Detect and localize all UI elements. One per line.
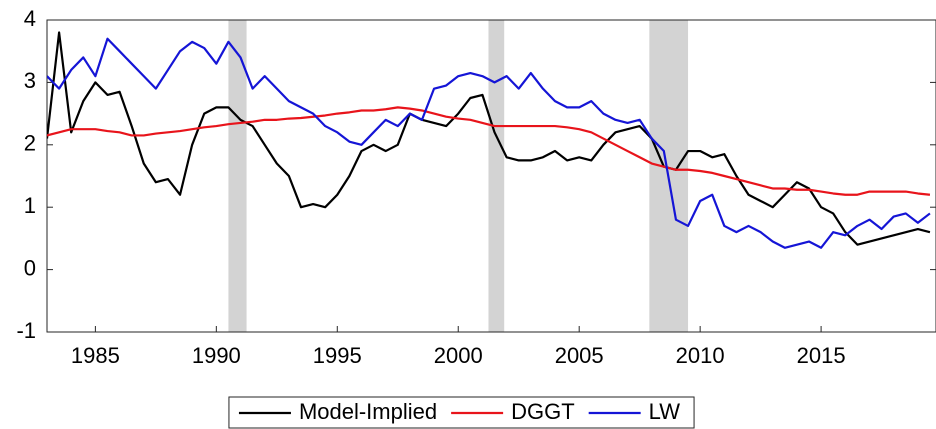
x-tick-label: 1990: [192, 343, 241, 368]
series-line: [47, 106, 931, 196]
plot-frame: [46, 19, 936, 333]
x-tick-label: 2015: [797, 343, 846, 368]
y-tick-label: 4: [24, 6, 36, 31]
y-tick-label: 3: [24, 68, 36, 93]
legend-label: DGGT: [511, 399, 575, 424]
x-tick-label: 1985: [71, 343, 120, 368]
recession-band: [488, 20, 505, 332]
recession-band: [228, 20, 247, 332]
legend-label: Model-Implied: [299, 399, 437, 424]
y-tick-label: 1: [24, 193, 36, 218]
legend-label: LW: [649, 399, 681, 424]
y-tick-label: -1: [16, 318, 36, 343]
x-tick-label: 2010: [676, 343, 725, 368]
y-tick-label: 0: [24, 255, 36, 280]
series-line: [47, 37, 931, 249]
y-tick-label: 2: [24, 131, 36, 156]
x-tick-label: 1995: [313, 343, 362, 368]
x-tick-label: 2000: [434, 343, 483, 368]
series-line: [47, 31, 931, 246]
x-tick-label: 2005: [555, 343, 604, 368]
